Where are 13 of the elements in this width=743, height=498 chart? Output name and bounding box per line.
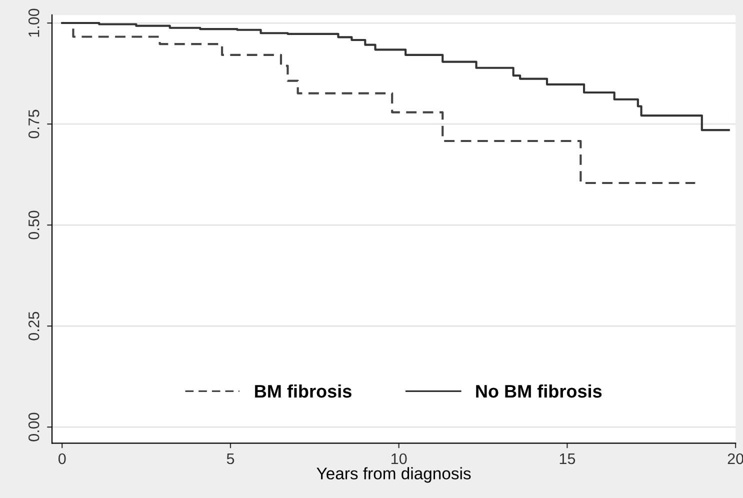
y-tick-label: 1.00 (28, 8, 40, 37)
y-tick-label: 0.00 (28, 412, 40, 442)
x-tick-label: 5 (226, 454, 234, 464)
y-tick-label: 0.75 (28, 110, 40, 138)
x-tick-label: 0 (58, 453, 66, 464)
x-tick-label: 10 (392, 453, 407, 464)
legend-label: BM fibrosis (255, 384, 352, 398)
y-tick-label: 0.25 (28, 312, 40, 340)
x-tick-label: 15 (560, 454, 576, 464)
legend-label: No BM fibrosis (476, 384, 602, 398)
x-axis-title: Years from diagnosis (316, 467, 471, 483)
x-tick-label: 20 (728, 453, 743, 464)
y-tick-label: 0.50 (28, 210, 40, 240)
